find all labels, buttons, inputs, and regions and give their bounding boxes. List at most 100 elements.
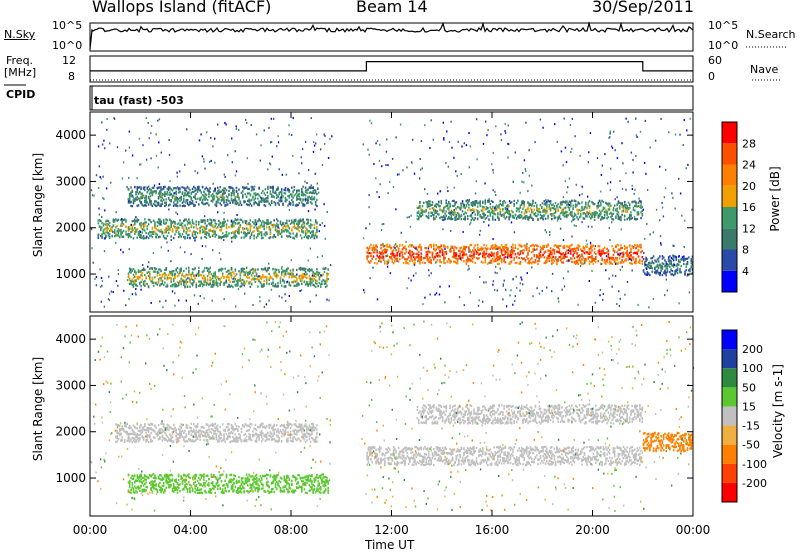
power-echo-cell [597, 260, 600, 263]
power-echo-cell [113, 229, 116, 232]
power-echo-cell [206, 269, 209, 272]
power-echo-cell [274, 285, 277, 288]
power-echo-cell [391, 251, 394, 254]
power-echo-cell [170, 200, 172, 203]
power-echo-cell [172, 194, 175, 197]
power-echo-cell [296, 197, 298, 200]
power-echo-cell [690, 259, 693, 262]
power-echo-cell [567, 206, 569, 209]
power-echo-cell [489, 254, 492, 257]
power-echo-cell [167, 188, 170, 191]
power-echo-cell [385, 255, 387, 258]
power-echo-cell [190, 253, 192, 256]
power-echo-cell [134, 275, 136, 278]
power-echo-cell [127, 233, 130, 236]
power-echo-cell [527, 262, 529, 265]
power-echo-cell [610, 216, 612, 219]
power-echo-cell [507, 209, 509, 212]
power-echo-cell [311, 281, 313, 284]
power-echo-cell [430, 261, 432, 265]
power-echo-cell [235, 273, 238, 276]
power-echo-cell [524, 246, 527, 249]
power-echo-cell [659, 263, 661, 266]
power-echo-cell [313, 227, 316, 230]
power-echo-cell [579, 212, 582, 215]
power-echo-cell [210, 285, 213, 288]
power-echo-cell [289, 235, 292, 238]
power-echo-cell [184, 187, 186, 190]
power-echo-cell [541, 215, 543, 218]
power-echo-cell [255, 274, 258, 277]
power-echo-cell [443, 244, 445, 247]
power-echo-cell [625, 203, 627, 206]
power-echo-cell [185, 273, 188, 276]
power-echo-cell [145, 194, 147, 197]
power-echo-cell [583, 252, 586, 255]
power-echo-cell [455, 253, 458, 256]
power-echo-cell [395, 254, 397, 257]
power-echo-cell [91, 247, 93, 250]
power-echo-cell [263, 284, 265, 287]
power-echo-cell [676, 269, 679, 272]
power-echo-cell [240, 269, 243, 272]
power-echo-cell [282, 195, 284, 198]
power-echo-cell [257, 220, 259, 223]
power-echo-cell [128, 234, 131, 237]
power-echo-cell [284, 269, 287, 272]
power-echo-cell [147, 218, 150, 221]
power-echo-cell [617, 262, 620, 265]
power-echo-cell [219, 236, 221, 239]
power-echo-cell [523, 201, 525, 204]
power-echo-cell [240, 267, 243, 270]
power-echo-cell [611, 256, 613, 259]
power-echo-cell [407, 245, 410, 248]
power-echo-cell [542, 218, 544, 221]
power-echo-cell [160, 283, 162, 286]
power-echo-cell [313, 274, 316, 278]
power-echo-cell [476, 212, 479, 215]
power-echo-cell [439, 265, 441, 268]
power-echo-cell [172, 278, 175, 281]
power-echo-cell [643, 252, 645, 254]
power-echo-cell [179, 204, 181, 207]
power-echo-cell [630, 211, 632, 214]
power-echo-cell [299, 220, 302, 223]
power-echo-cell [238, 232, 240, 235]
power-echo-cell [369, 277, 371, 280]
power-echo-cell [454, 245, 456, 248]
power-echo-cell [144, 221, 146, 224]
power-echo-cell [275, 273, 278, 276]
power-echo-cell [280, 284, 283, 287]
power-echo-cell [566, 214, 568, 217]
power-echo-cell [282, 203, 284, 206]
power-echo-cell [313, 196, 316, 200]
power-echo-cell [513, 204, 515, 207]
power-echo-cell [623, 204, 626, 207]
power-echo-cell [244, 273, 247, 276]
power-echo-cell [382, 243, 384, 245]
power-echo-cell [186, 280, 189, 284]
power-echo-cell [287, 272, 289, 275]
power-echo-cell [100, 220, 102, 223]
power-echo-cell [455, 201, 458, 204]
power-echo-cell [429, 200, 431, 203]
power-echo-cell [485, 252, 488, 255]
power-echo-cell [465, 261, 468, 264]
power-echo-cell [314, 189, 317, 192]
power-echo-cell [453, 204, 455, 208]
power-echo-cell [292, 221, 294, 224]
power-echo-cell [249, 194, 252, 197]
power-echo-cell [223, 282, 225, 285]
power-echo-cell [142, 283, 145, 286]
power-echo-cell [185, 282, 188, 286]
power-echo-cell [141, 204, 144, 207]
power-echo-cell [609, 181, 612, 184]
power-echo-cell [100, 177, 102, 180]
power-echo-cell [568, 247, 571, 250]
power-echo-cell [220, 237, 223, 240]
power-echo-cell [211, 274, 214, 278]
power-echo-cell [426, 203, 429, 206]
power-echo-cell [616, 210, 618, 213]
power-echo-cell [409, 251, 411, 254]
power-echo-cell [375, 177, 377, 180]
